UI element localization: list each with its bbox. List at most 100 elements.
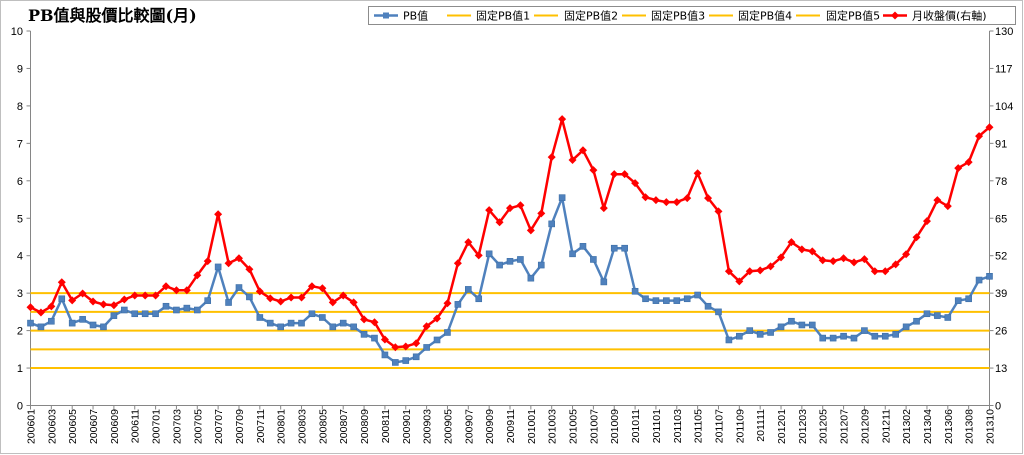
pb-point bbox=[850, 334, 858, 342]
y-right-tick-label: 0 bbox=[995, 401, 1001, 413]
x-tick-label: 201302 bbox=[901, 409, 913, 444]
pb-point bbox=[840, 332, 847, 340]
pb-point bbox=[590, 256, 597, 263]
price-point bbox=[380, 335, 389, 344]
pb-point bbox=[360, 331, 368, 338]
x-tick-label: 201201 bbox=[776, 409, 788, 444]
x-tick-label: 201207 bbox=[839, 409, 851, 444]
x-tick-label: 201007 bbox=[588, 409, 600, 444]
x-tick-label: 201003 bbox=[547, 409, 559, 444]
pb-point bbox=[131, 310, 139, 318]
x-tick-label: 201101 bbox=[651, 409, 663, 443]
pb-point bbox=[433, 336, 441, 344]
price-point bbox=[318, 284, 327, 293]
y-left-tick-label: 0 bbox=[17, 401, 23, 413]
price-point bbox=[349, 298, 358, 307]
y-right-tick-label: 26 bbox=[995, 326, 1007, 338]
pb-point bbox=[610, 244, 618, 252]
price-point bbox=[453, 259, 462, 268]
price-point bbox=[829, 257, 838, 266]
y-right-tick-label: 117 bbox=[995, 63, 1013, 75]
legend-item-pb: PB值 bbox=[374, 10, 428, 23]
pb-point bbox=[79, 316, 86, 323]
pb-point bbox=[465, 286, 472, 293]
pb-point bbox=[537, 261, 545, 269]
price-point bbox=[933, 196, 942, 205]
price-point bbox=[485, 206, 494, 215]
pb-point bbox=[777, 323, 785, 331]
pb-point bbox=[121, 306, 128, 314]
pb-point bbox=[214, 263, 222, 271]
price-point bbox=[849, 258, 858, 267]
pb-point bbox=[767, 329, 774, 336]
price-point bbox=[391, 343, 400, 352]
x-tick-label: 200607 bbox=[88, 409, 100, 444]
pb-point bbox=[788, 317, 795, 325]
price-point bbox=[68, 296, 77, 305]
pb-point bbox=[173, 306, 180, 314]
pb-point bbox=[37, 323, 45, 331]
price-point bbox=[401, 342, 410, 351]
price-point bbox=[370, 318, 379, 327]
price-point bbox=[443, 299, 452, 308]
price-point bbox=[224, 259, 233, 268]
pb-point bbox=[162, 302, 170, 310]
price-point bbox=[870, 267, 879, 276]
x-tick-label: 201209 bbox=[859, 409, 871, 444]
y-right-tick-label: 13 bbox=[995, 363, 1007, 375]
pb-point bbox=[975, 276, 983, 284]
pb-point bbox=[475, 295, 483, 303]
price-point bbox=[547, 153, 556, 162]
series-layer bbox=[26, 115, 994, 366]
price-point bbox=[464, 238, 473, 247]
x-tick-label: 201103 bbox=[672, 409, 684, 443]
price-point bbox=[120, 295, 129, 304]
y-right-tick-label: 52 bbox=[995, 251, 1007, 263]
price-point bbox=[182, 286, 191, 295]
price-point bbox=[922, 217, 931, 226]
pb-point bbox=[444, 329, 451, 336]
pb-point bbox=[517, 256, 524, 263]
pb-point bbox=[736, 332, 743, 340]
pb-point bbox=[256, 314, 264, 321]
price-point bbox=[47, 302, 56, 311]
x-tick-label: 201001 bbox=[526, 409, 538, 444]
pb-point bbox=[308, 310, 316, 318]
pb-point bbox=[829, 334, 837, 342]
price-point bbox=[985, 123, 994, 132]
price-point bbox=[912, 233, 921, 242]
x-tick-label: 201005 bbox=[568, 409, 580, 444]
price-point bbox=[26, 303, 35, 312]
x-tick-label: 200903 bbox=[422, 409, 434, 444]
x-tick-label: 200609 bbox=[109, 409, 121, 444]
price-point bbox=[683, 194, 692, 203]
price-point bbox=[756, 266, 765, 275]
x-tick-label: 200601 bbox=[26, 409, 38, 444]
price-point bbox=[651, 196, 660, 205]
pb-point bbox=[871, 332, 879, 340]
price-point bbox=[109, 301, 118, 310]
x-tick-label: 200803 bbox=[297, 409, 309, 444]
pb-point bbox=[58, 295, 66, 303]
price-point bbox=[610, 170, 619, 179]
price-point bbox=[943, 202, 952, 211]
pb-point bbox=[923, 310, 931, 318]
pb-point bbox=[548, 220, 555, 228]
x-tick-label: 201308 bbox=[964, 409, 976, 444]
x-tick-label: 200905 bbox=[442, 409, 454, 444]
pb-point bbox=[954, 297, 962, 304]
x-tick-label: 200809 bbox=[359, 409, 371, 444]
y-right-tick-label: 39 bbox=[995, 288, 1007, 300]
price-point bbox=[36, 308, 45, 317]
x-tick-label: 200611 bbox=[130, 409, 142, 443]
price-point bbox=[422, 322, 431, 331]
tick-layer: 0123456789100132639526578911041171302006… bbox=[11, 26, 1014, 444]
pb-point bbox=[423, 344, 430, 351]
price-point bbox=[589, 166, 598, 175]
price-point bbox=[89, 297, 98, 306]
legend-item-fixed-pb-4: 固定PB值4 bbox=[709, 9, 792, 23]
price-point bbox=[287, 293, 296, 302]
x-tick-label: 200707 bbox=[213, 409, 225, 444]
pb-point bbox=[986, 272, 993, 280]
legend-label-fixed-pb-4: 固定PB值4 bbox=[738, 9, 792, 23]
